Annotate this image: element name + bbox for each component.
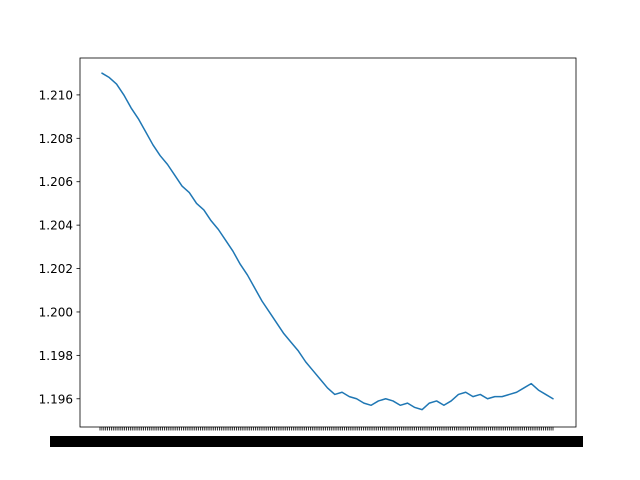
series-line — [101, 72, 554, 411]
y-tick-label: 1.204 — [39, 219, 73, 233]
y-tick-label: 1.206 — [39, 175, 73, 189]
y-tick-label: 1.208 — [39, 132, 73, 146]
plot-frame — [79, 57, 577, 428]
y-tick-label: 1.200 — [39, 305, 73, 319]
y-tick-label: 1.196 — [39, 392, 73, 406]
y-tick-label: 1.210 — [39, 88, 73, 102]
y-axis-ticks: 1.196 1.198 1.200 1.202 1.204 1.206 1.208 1.210 — [39, 88, 80, 406]
x-tick-labels-overlap — [50, 436, 583, 447]
y-tick-label: 1.198 — [39, 349, 73, 363]
y-tick-label: 1.202 — [39, 262, 73, 276]
x-axis-ticks — [50, 427, 583, 447]
plot-area — [80, 58, 576, 427]
